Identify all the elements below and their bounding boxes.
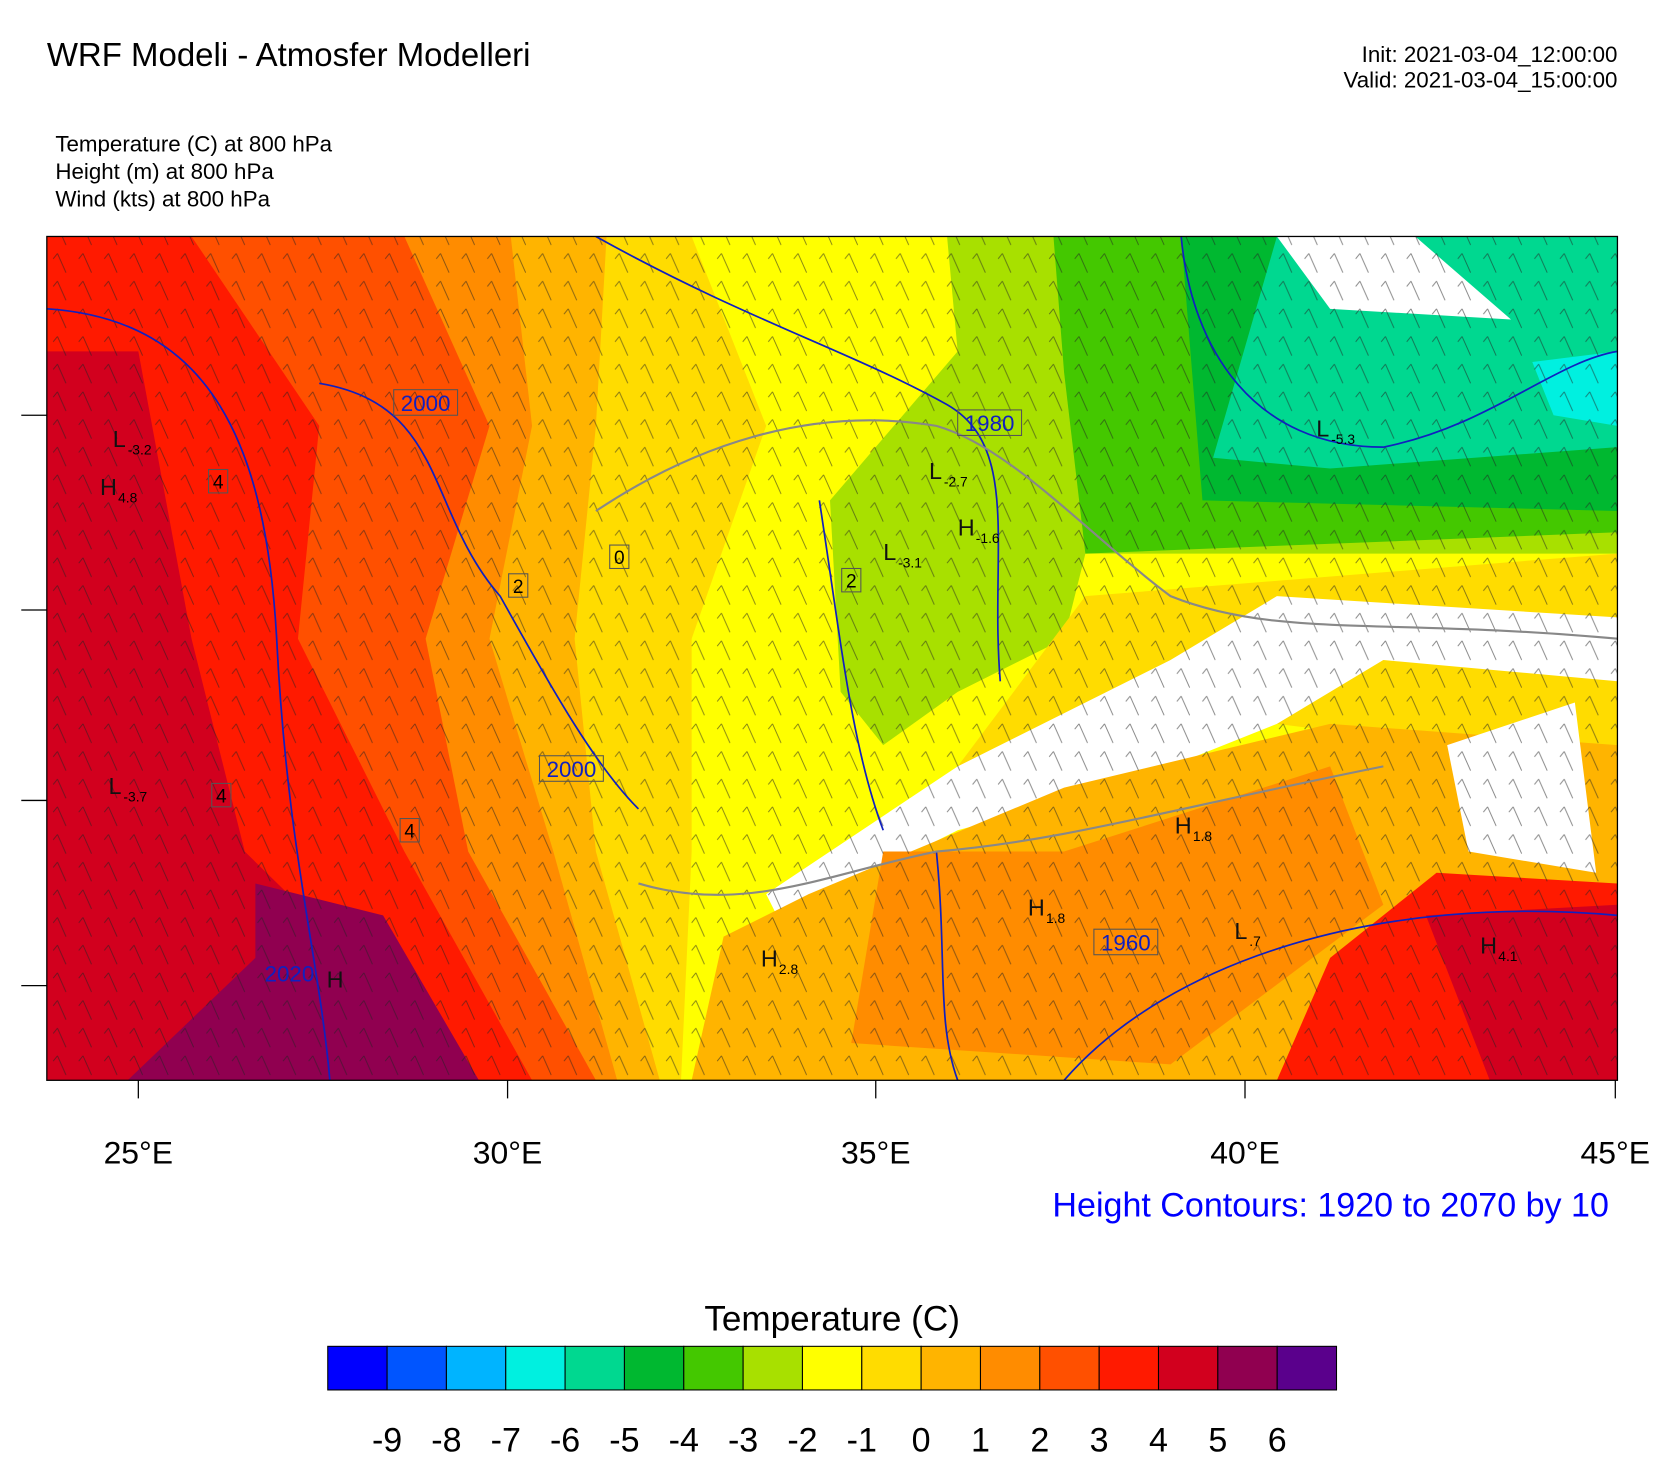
color-swatch bbox=[327, 1345, 388, 1391]
height-label: 2020 bbox=[265, 961, 315, 986]
color-swatch bbox=[1217, 1345, 1278, 1391]
color-swatch bbox=[1098, 1345, 1160, 1391]
legend-label: -7 bbox=[491, 1422, 521, 1460]
x-tick-label: 30°E bbox=[473, 1134, 543, 1170]
pressure-center: H bbox=[327, 967, 344, 993]
center-value: 4.8 bbox=[118, 489, 138, 505]
pressure-center: H bbox=[1480, 933, 1497, 959]
legend-label: 1 bbox=[971, 1422, 990, 1460]
temp-label: 4 bbox=[216, 787, 227, 808]
color-swatch bbox=[1157, 1345, 1219, 1391]
legend-label: -6 bbox=[550, 1422, 580, 1460]
field-label: Wind (kts) at 800 hPa bbox=[55, 187, 270, 212]
map-frame bbox=[46, 235, 1619, 1081]
center-value: -3.7 bbox=[123, 789, 147, 805]
temp-label: 2 bbox=[513, 577, 524, 598]
init-time: Init: 2021-03-04_12:00:00 bbox=[1362, 42, 1618, 67]
contour-note: Height Contours: 1920 to 2070 by 10 bbox=[1052, 1187, 1609, 1225]
legend-label: -5 bbox=[609, 1422, 639, 1460]
pressure-center: H bbox=[958, 514, 975, 540]
temp-label: 2 bbox=[846, 572, 857, 593]
color-swatch bbox=[505, 1345, 566, 1391]
pressure-center: L bbox=[883, 539, 896, 565]
legend-title: Temperature (C) bbox=[704, 1299, 960, 1338]
label-box bbox=[1093, 928, 1159, 956]
legend-label: 2 bbox=[1030, 1422, 1049, 1460]
legend-label: -3 bbox=[728, 1422, 758, 1460]
legend-label: -1 bbox=[847, 1422, 877, 1460]
center-value: -2.7 bbox=[944, 474, 968, 490]
legend-label: 6 bbox=[1268, 1422, 1287, 1460]
x-tick-label: 25°E bbox=[104, 1134, 174, 1170]
label-box bbox=[957, 409, 1023, 436]
label-box bbox=[393, 389, 459, 416]
legend-label: 3 bbox=[1090, 1422, 1109, 1460]
color-swatch bbox=[920, 1345, 982, 1391]
color-swatch bbox=[1276, 1345, 1338, 1391]
legend-label: -2 bbox=[787, 1422, 817, 1460]
field-label: Temperature (C) at 800 hPa bbox=[55, 131, 332, 156]
pressure-center: L bbox=[113, 426, 126, 452]
x-tick-label: 35°E bbox=[841, 1134, 911, 1170]
pressure-center: H bbox=[761, 945, 778, 971]
temp-label: 0 bbox=[614, 548, 625, 569]
label-box bbox=[538, 755, 604, 782]
valid-time: Valid: 2021-03-04_15:00:00 bbox=[1343, 67, 1617, 92]
color-swatch bbox=[742, 1345, 803, 1391]
pressure-center: H bbox=[100, 474, 117, 500]
color-swatch bbox=[386, 1345, 447, 1391]
height-label: 2000 bbox=[401, 391, 451, 416]
pressure-center: L bbox=[1316, 416, 1329, 442]
color-swatch bbox=[861, 1345, 922, 1391]
temp-label: 4 bbox=[404, 822, 415, 843]
color-swatch bbox=[801, 1345, 863, 1391]
temp-label: 4 bbox=[213, 473, 224, 494]
lat-ticks bbox=[21, 414, 47, 987]
label-box bbox=[211, 782, 232, 808]
legend-label: 5 bbox=[1208, 1422, 1227, 1460]
pressure-center: H bbox=[1175, 812, 1192, 838]
center-value: 4.1 bbox=[1498, 948, 1518, 964]
center-value: 2.8 bbox=[779, 961, 799, 977]
color-swatch bbox=[1039, 1345, 1100, 1391]
label-box bbox=[508, 573, 529, 598]
legend-label: -9 bbox=[372, 1422, 402, 1460]
pressure-center: L bbox=[1234, 918, 1247, 944]
center-value: 1.8 bbox=[1046, 910, 1066, 926]
pressure-center: L bbox=[109, 773, 122, 799]
map-field bbox=[46, 236, 1618, 1081]
color-swatch bbox=[683, 1345, 744, 1391]
title: WRF Modeli - Atmosfer Modelleri bbox=[47, 36, 531, 73]
center-value: -3.2 bbox=[128, 442, 152, 458]
label-box bbox=[399, 818, 420, 843]
center-value: -3.1 bbox=[898, 554, 922, 570]
label-box bbox=[841, 567, 862, 593]
legend-label: -4 bbox=[669, 1422, 699, 1460]
color-swatch bbox=[979, 1345, 1041, 1391]
color-swatch bbox=[623, 1345, 685, 1391]
color-swatch bbox=[445, 1345, 507, 1391]
height-label: 1960 bbox=[1101, 930, 1151, 955]
label-box bbox=[208, 468, 229, 494]
x-tick-label: 45°E bbox=[1581, 1134, 1651, 1170]
label-box bbox=[609, 544, 630, 569]
pressure-center: L bbox=[929, 458, 942, 484]
x-tick-label: 40°E bbox=[1210, 1134, 1280, 1170]
height-label: 1980 bbox=[965, 411, 1015, 436]
center-value: .7 bbox=[1249, 933, 1261, 949]
center-value: -5.3 bbox=[1331, 431, 1355, 447]
center-value: 1.8 bbox=[1193, 828, 1213, 844]
height-label: 2000 bbox=[547, 757, 597, 782]
field-label: Height (m) at 800 hPa bbox=[55, 159, 274, 184]
color-swatch bbox=[564, 1345, 625, 1391]
center-value: -1.6 bbox=[976, 530, 1000, 546]
pressure-center: H bbox=[1028, 894, 1045, 920]
legend-label: 4 bbox=[1149, 1422, 1168, 1460]
legend-label: 0 bbox=[912, 1422, 931, 1460]
legend-label: -8 bbox=[431, 1422, 461, 1460]
